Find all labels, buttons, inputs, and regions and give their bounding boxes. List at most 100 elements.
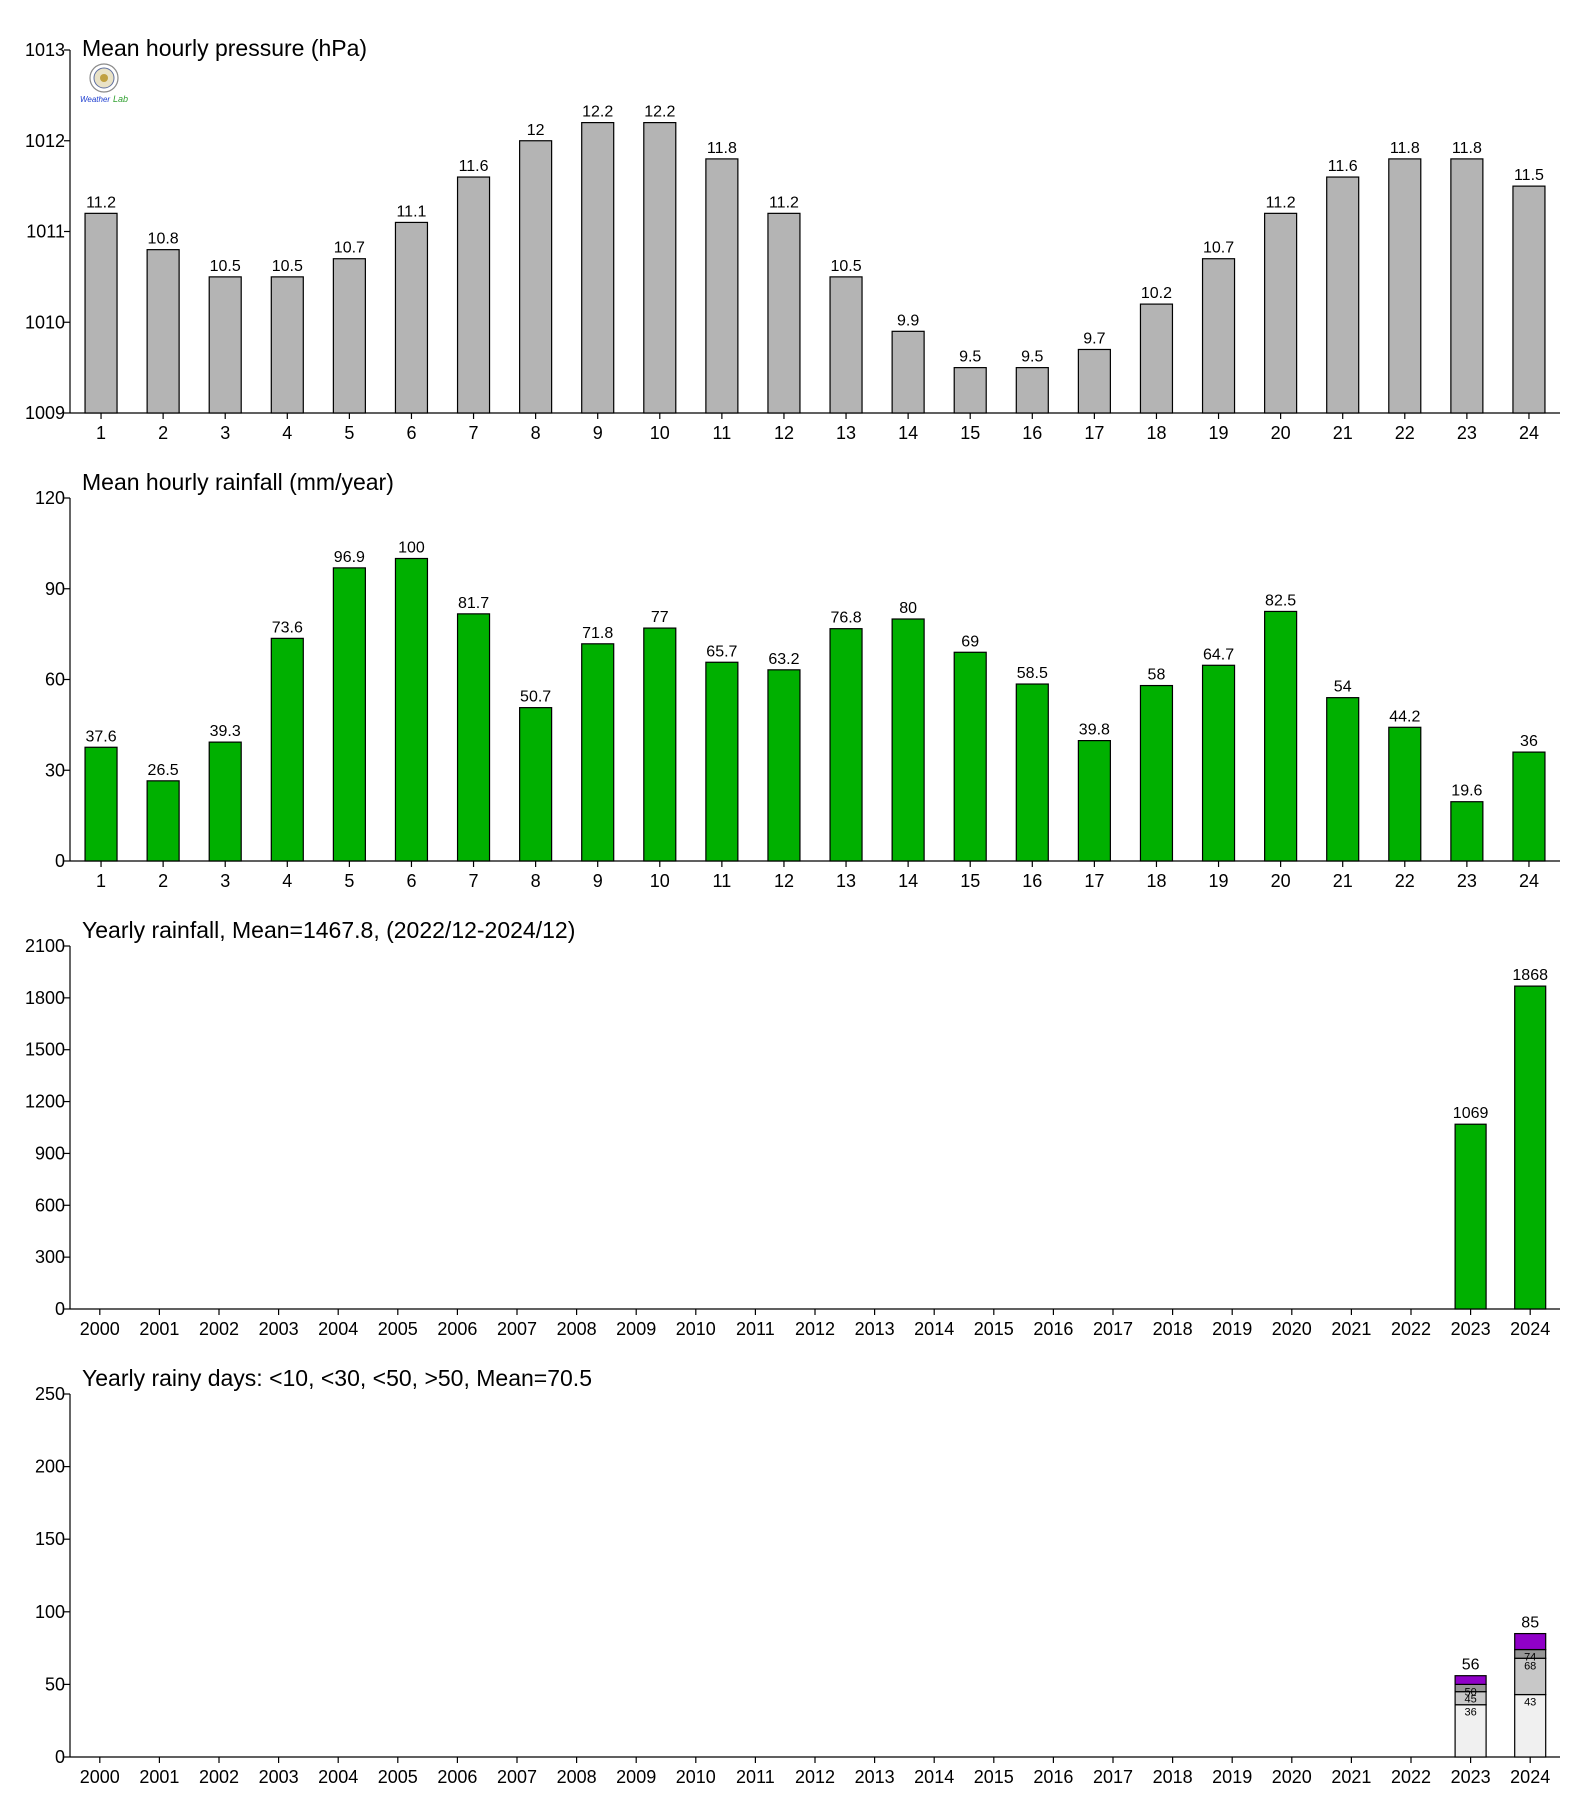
hourly-rain-bar xyxy=(581,643,615,862)
hourly-rain-bar-label: 19.6 xyxy=(1451,783,1482,800)
yearly-rain-bar xyxy=(1514,985,1547,1310)
hourly-rain-bar-label: 100 xyxy=(398,540,425,557)
pressure-bar-label: 12.2 xyxy=(582,104,613,121)
pressure-x-tick-label: 21 xyxy=(1333,423,1353,443)
hourly-rain-x-tick-label: 20 xyxy=(1271,871,1291,891)
pressure-x-tick-label: 4 xyxy=(282,423,292,443)
rainy-days-x-tick-label: 2008 xyxy=(557,1767,597,1787)
pressure-bar-label: 11.8 xyxy=(1452,140,1482,157)
hourly-rain-x-tick-label: 19 xyxy=(1209,871,1229,891)
pressure-bar xyxy=(270,276,304,414)
pressure-y-tick-label: 1013 xyxy=(25,40,65,60)
rainy-days-x-tick-label: 2002 xyxy=(199,1767,239,1787)
pressure-bar-label: 9.5 xyxy=(1021,349,1043,366)
yearly-rain-bar-label: 1069 xyxy=(1453,1105,1489,1122)
yearly-rain-x-tick-label: 2016 xyxy=(1033,1319,1073,1339)
pressure-x-tick-label: 3 xyxy=(220,423,230,443)
pressure-x-tick-label: 11 xyxy=(713,423,732,443)
hourly-rain-bar-label: 39.8 xyxy=(1079,722,1110,739)
rainy-days-segment-label: 43 xyxy=(1524,1697,1536,1709)
pressure-bar xyxy=(332,258,366,414)
yearly-rain-x-tick-label: 2018 xyxy=(1153,1319,1193,1339)
hourly-rain-bar xyxy=(84,746,118,862)
yearly-rain-x-tick-label: 2008 xyxy=(557,1319,597,1339)
hourly-rain-bar xyxy=(146,780,180,862)
pressure-bar-label: 10.8 xyxy=(148,231,179,248)
hourly-rain-x-tick-label: 14 xyxy=(898,871,918,891)
hourly-rain-x-tick-label: 22 xyxy=(1395,871,1415,891)
yearly-rainfall-title: Yearly rainfall, Mean=1467.8, (2022/12-2… xyxy=(82,917,575,943)
hourly-rain-bar xyxy=(519,707,553,862)
hourly-rain-bar-label: 71.8 xyxy=(582,625,613,642)
logo-text-right: Lab xyxy=(113,94,128,104)
hourly-rain-bar-label: 39.3 xyxy=(210,723,241,740)
hourly-rain-bar xyxy=(1450,801,1484,862)
pressure-bar-label: 10.2 xyxy=(1141,285,1172,302)
hourly-rain-x-tick-label: 17 xyxy=(1084,871,1104,891)
pressure-bar-label: 11.5 xyxy=(1514,167,1544,184)
hourly-rain-bar xyxy=(456,613,491,862)
rainy-days-segment xyxy=(1454,1675,1487,1685)
hourly-rain-x-tick-label: 7 xyxy=(469,871,479,891)
rainy-days-x-tick-label: 2018 xyxy=(1153,1767,1193,1787)
pressure-bar xyxy=(1077,348,1111,414)
pressure-y-tick-label: 1012 xyxy=(25,131,65,151)
pressure-bar-label: 11.2 xyxy=(1266,194,1296,211)
hourly-rain-bar-label: 82.5 xyxy=(1265,592,1296,609)
yearly-rain-bar xyxy=(1454,1123,1487,1310)
yearly-rainfall-panel: Yearly rainfall, Mean=1467.8, (2022/12-2… xyxy=(25,917,1560,1339)
hourly-rain-bar-label: 80 xyxy=(899,600,917,617)
yearly-rain-x-tick-label: 2021 xyxy=(1331,1319,1371,1339)
rainy-days-x-tick-label: 2005 xyxy=(378,1767,418,1787)
pressure-x-tick-label: 19 xyxy=(1209,423,1229,443)
rainy-days-x-tick-label: 2017 xyxy=(1093,1767,1133,1787)
hourly-rain-bar-label: 50.7 xyxy=(520,689,551,706)
pressure-x-tick-label: 13 xyxy=(836,423,856,443)
yearly-rain-x-tick-label: 2012 xyxy=(795,1319,835,1339)
hourly-rain-bar-label: 44.2 xyxy=(1389,708,1420,725)
hourly-rain-bar xyxy=(767,669,801,862)
hourly-rain-x-tick-label: 8 xyxy=(531,871,541,891)
pressure-x-tick-label: 23 xyxy=(1457,423,1477,443)
pressure-bar xyxy=(519,140,553,414)
pressure-x-tick-label: 1 xyxy=(96,423,106,443)
hourly-rain-bar xyxy=(208,741,242,862)
pressure-bar xyxy=(891,330,925,414)
hourly-rain-bar-label: 64.7 xyxy=(1203,646,1234,663)
rainy-days-y-tick-label: 150 xyxy=(35,1529,65,1549)
rainy-days-segment-label: 68 xyxy=(1524,1660,1536,1672)
hourly-rain-x-tick-label: 13 xyxy=(836,871,856,891)
hourly-rain-bar-label: 77 xyxy=(651,609,669,626)
yearly-rain-bar-label: 1868 xyxy=(1512,967,1548,984)
hourly-rain-x-tick-label: 23 xyxy=(1457,871,1477,891)
hourly-rain-x-tick-label: 11 xyxy=(713,871,732,891)
station-seal-logo: Weather Lab xyxy=(80,63,128,104)
rainy-days-x-tick-label: 2024 xyxy=(1510,1767,1550,1787)
rainy-days-x-tick-label: 2012 xyxy=(795,1767,835,1787)
rainy-days-y-tick-label: 100 xyxy=(35,1602,65,1622)
yearly-rain-y-tick-label: 900 xyxy=(35,1143,65,1163)
pressure-y-tick-label: 1009 xyxy=(25,403,65,423)
hourly-rain-bar xyxy=(1015,683,1049,862)
rainy-days-segment-label: 74 xyxy=(1524,1652,1536,1664)
pressure-bar-label: 9.5 xyxy=(959,349,981,366)
rainy-days-y-tick-label: 200 xyxy=(35,1457,65,1477)
rainy-days-x-tick-label: 2004 xyxy=(318,1767,358,1787)
hourly-rain-bar xyxy=(270,637,304,862)
hourly-rain-bar-label: 58.5 xyxy=(1017,665,1048,682)
yearly-rain-y-tick-label: 2100 xyxy=(25,936,65,956)
pressure-bar xyxy=(1326,176,1360,414)
yearly-rain-x-tick-label: 2002 xyxy=(199,1319,239,1339)
rainy-days-total-label: 56 xyxy=(1462,1657,1480,1674)
rainy-days-x-tick-label: 2013 xyxy=(855,1767,895,1787)
rainy-days-total-label: 85 xyxy=(1521,1615,1539,1632)
hourly-rain-bar xyxy=(705,661,739,862)
rainy-days-x-tick-label: 2011 xyxy=(736,1767,775,1787)
yearly-rain-y-tick-label: 1500 xyxy=(25,1040,65,1060)
pressure-bar xyxy=(1388,158,1422,414)
hourly-rain-bar xyxy=(829,628,863,862)
yearly-rain-y-tick-label: 0 xyxy=(55,1299,65,1319)
hourly-rain-y-tick-label: 60 xyxy=(45,670,65,690)
pressure-bar xyxy=(643,121,677,414)
pressure-bar-label: 11.6 xyxy=(459,158,489,175)
